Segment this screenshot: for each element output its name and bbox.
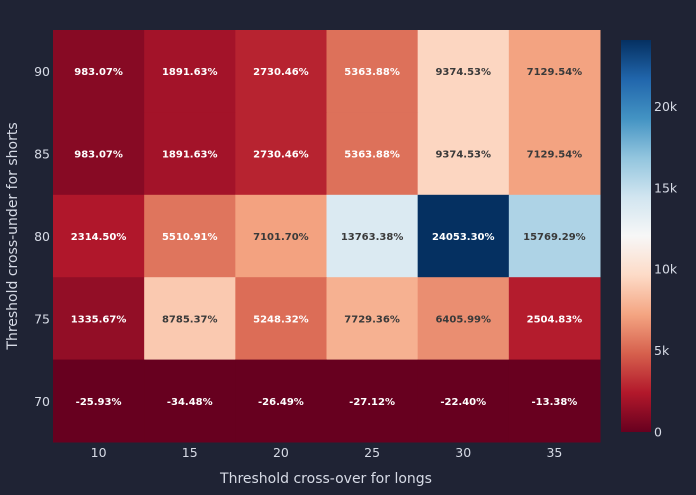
heatmap-cell-label: -26.49% (258, 397, 304, 408)
heatmap-cell-label: 2730.46% (253, 150, 309, 161)
heatmap-cell (235, 112, 327, 196)
x-tick-label: 20 (273, 445, 289, 460)
heatmap-cell-label: 983.07% (74, 150, 123, 161)
heatmap-cell (144, 30, 236, 113)
heatmap-cell (417, 112, 510, 196)
heatmap-cell-label: -22.40% (440, 397, 486, 408)
heatmap-cell (508, 194, 601, 278)
x-tick-label: 15 (182, 445, 198, 460)
heatmap-cell-label: 5510.91% (162, 232, 218, 243)
heatmap-cell (53, 277, 145, 361)
colorbar-tick-label: 20k (654, 99, 678, 114)
heatmap-cell (144, 359, 236, 443)
heatmap-cell-label: 9374.53% (435, 67, 491, 78)
heatmap-cell (144, 112, 236, 196)
heatmap-cell-labels: 983.07% 1891.63% 2730.46% 5363.88% 9374.53% 7… (71, 67, 586, 408)
heatmap-cell-label: 24053.30% (432, 232, 495, 243)
x-axis-ticks: 10 15 20 25 30 35 (91, 445, 563, 460)
heatmap-cell-label: 13763.38% (341, 232, 404, 243)
heatmap-cell (417, 194, 510, 278)
heatmap-cell-label: -25.93% (76, 397, 122, 408)
x-tick-label: 10 (91, 445, 107, 460)
heatmap-cells (53, 30, 601, 443)
colorbar-tick-label: 15k (654, 180, 678, 195)
colorbar-tick-label: 5k (654, 343, 670, 358)
heatmap-cell (235, 194, 327, 278)
heatmap-cell-label: 7129.54% (527, 67, 583, 78)
x-tick-label: 30 (455, 445, 471, 460)
heatmap-cell (235, 30, 327, 113)
heatmap-cell-label: 983.07% (74, 67, 123, 78)
heatmap-cell-label: 8785.37% (162, 314, 218, 325)
heatmap-cell (508, 30, 601, 113)
heatmap-cell (417, 30, 510, 113)
heatmap-cell-label: 1891.63% (162, 150, 218, 161)
y-tick-label: 90 (34, 64, 50, 79)
heatmap-cell (326, 194, 419, 278)
heatmap-cell (144, 277, 236, 361)
heatmap-cell (508, 277, 601, 361)
y-tick-label: 70 (34, 394, 50, 409)
heatmap-cell (326, 112, 419, 196)
colorbar-ticks: 0 5k 10k 15k 20k (654, 99, 678, 439)
heatmap-cell (53, 30, 145, 113)
y-tick-label: 80 (34, 229, 50, 244)
heatmap-cell-label: 7129.54% (527, 150, 583, 161)
heatmap-cell (508, 359, 601, 443)
heatmap-cell (326, 30, 419, 113)
heatmap-cell-label: 1335.67% (71, 314, 127, 325)
heatmap-cell (326, 277, 419, 361)
heatmap-cell-label: 9374.53% (435, 150, 491, 161)
heatmap-cell-label: -34.48% (167, 397, 213, 408)
y-tick-label: 75 (34, 311, 50, 326)
x-tick-label: 35 (546, 445, 562, 460)
heatmap-cell-label: 5363.88% (344, 150, 400, 161)
heatmap-cell (417, 359, 510, 443)
colorbar-tick-label: 10k (654, 262, 678, 277)
heatmap-cell-label: 15769.29% (523, 232, 586, 243)
heatmap-cell-label: 5363.88% (344, 67, 400, 78)
heatmap-cell-label: 7729.36% (344, 314, 400, 325)
heatmap-cell-label: 5248.32% (253, 314, 309, 325)
heatmap-cell (326, 359, 419, 443)
heatmap-cell (144, 194, 236, 278)
heatmap-cell (417, 277, 510, 361)
y-tick-label: 85 (34, 147, 50, 162)
heatmap-cell (235, 359, 327, 443)
heatmap-cell-label: -27.12% (349, 397, 395, 408)
heatmap-cell (53, 194, 145, 278)
heatmap-cell-label: 7101.70% (253, 232, 309, 243)
heatmap-cell-label: -13.38% (532, 397, 578, 408)
heatmap-cell (235, 277, 327, 361)
y-axis-ticks: 90 85 80 75 70 (34, 64, 50, 409)
colorbar-tick-label: 0 (654, 424, 662, 439)
heatmap-cell (508, 112, 601, 196)
heatmap-cell-label: 6405.99% (435, 314, 491, 325)
y-axis-title: Threshold cross-under for shorts (5, 122, 21, 350)
heatmap-cell-label: 2504.83% (527, 314, 583, 325)
heatmap-cell (53, 112, 145, 196)
colorbar: 0 5k 10k 15k 20k (621, 40, 678, 439)
heatmap-cell (53, 359, 145, 443)
x-tick-label: 25 (364, 445, 380, 460)
heatmap-cell-label: 2314.50% (71, 232, 127, 243)
x-axis-title: Threshold cross-over for longs (219, 471, 432, 487)
heatmap-cell-label: 2730.46% (253, 67, 309, 78)
heatmap-cell-label: 1891.63% (162, 67, 218, 78)
colorbar-gradient (621, 40, 651, 432)
